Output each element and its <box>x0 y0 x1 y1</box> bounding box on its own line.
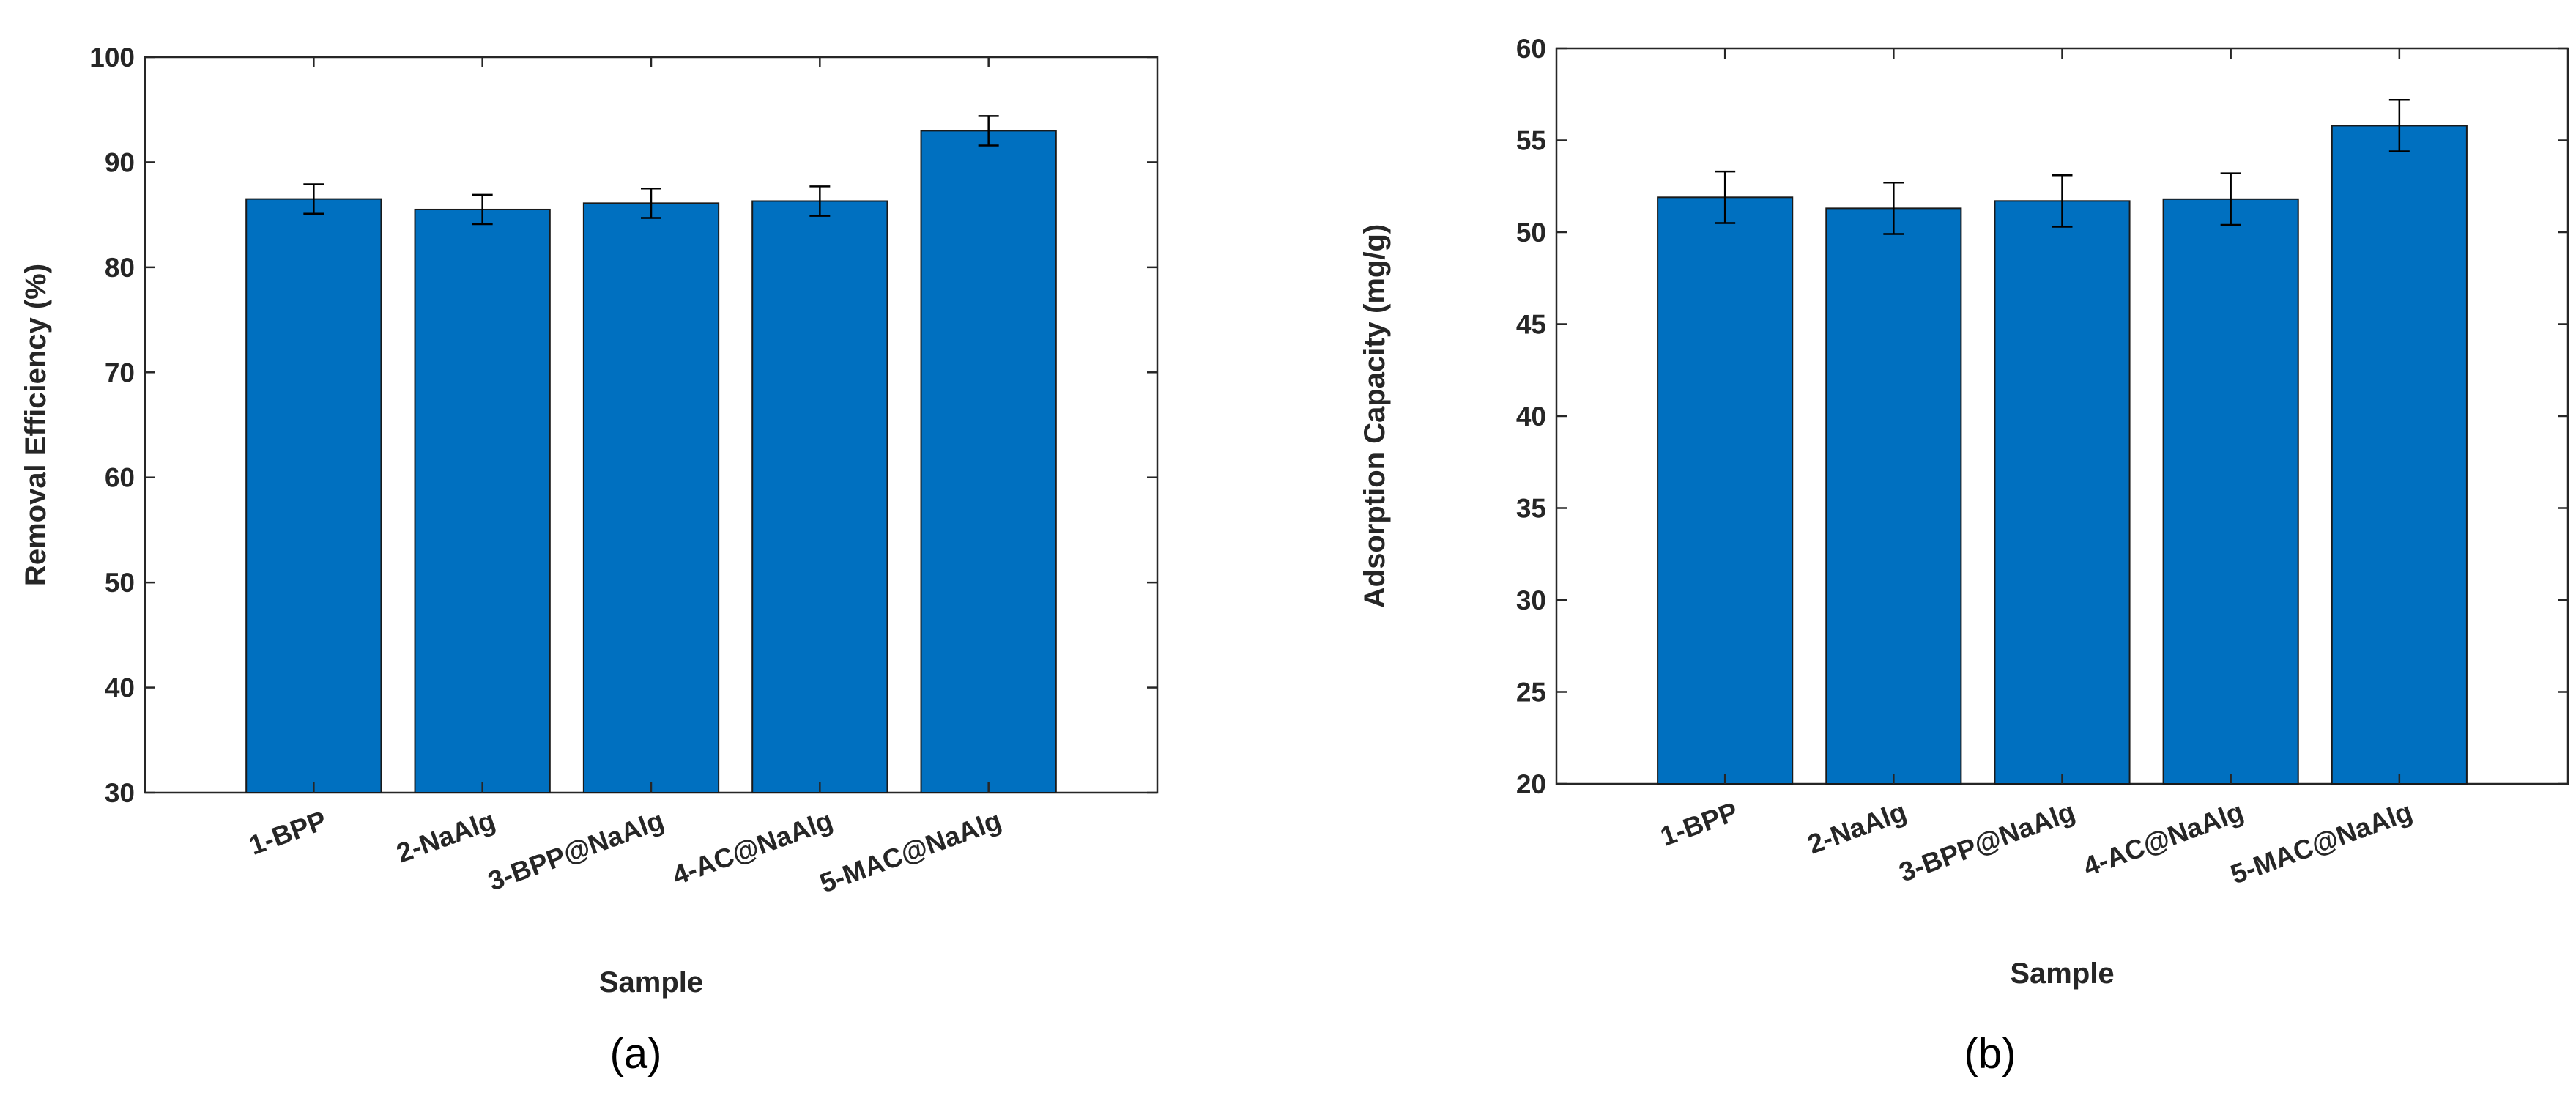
bar <box>1657 196 1794 785</box>
y-axis-title: Removal Efficiency (%) <box>20 264 52 586</box>
y-axis-title: Adsorption Capacity (mg/g) <box>1359 224 1391 608</box>
y-tick-label: 40 <box>105 673 135 703</box>
bar <box>1825 207 1962 785</box>
y-tick-label: 90 <box>105 147 135 177</box>
x-axis-title: Sample <box>599 966 703 999</box>
y-tick-label: 80 <box>105 253 135 283</box>
bar <box>751 200 888 793</box>
y-tick-label: 35 <box>1516 494 1546 524</box>
y-tick-label: 70 <box>105 357 135 388</box>
y-tick-label: 20 <box>1516 769 1546 799</box>
y-tick-label: 100 <box>89 42 135 73</box>
panel-label: (b) <box>1964 1030 2016 1078</box>
y-tick-label: 60 <box>105 463 135 493</box>
y-tick-label: 60 <box>1516 34 1546 64</box>
x-axis-title: Sample <box>2010 957 2114 990</box>
panel-label: (a) <box>610 1030 662 1078</box>
bar <box>920 130 1057 793</box>
y-tick-label: 50 <box>1516 218 1546 248</box>
bar <box>582 202 720 793</box>
y-tick-label: 50 <box>105 568 135 598</box>
bar <box>245 198 382 793</box>
bar <box>2331 125 2468 785</box>
bar <box>2162 198 2299 785</box>
bar <box>1994 200 2131 785</box>
y-tick-label: 25 <box>1516 678 1546 708</box>
y-tick-label: 40 <box>1516 401 1546 431</box>
y-tick-label: 45 <box>1516 310 1546 340</box>
bar <box>414 208 551 793</box>
y-tick-label: 30 <box>1516 585 1546 615</box>
y-tick-label: 55 <box>1516 126 1546 156</box>
y-tick-label: 30 <box>105 778 135 808</box>
